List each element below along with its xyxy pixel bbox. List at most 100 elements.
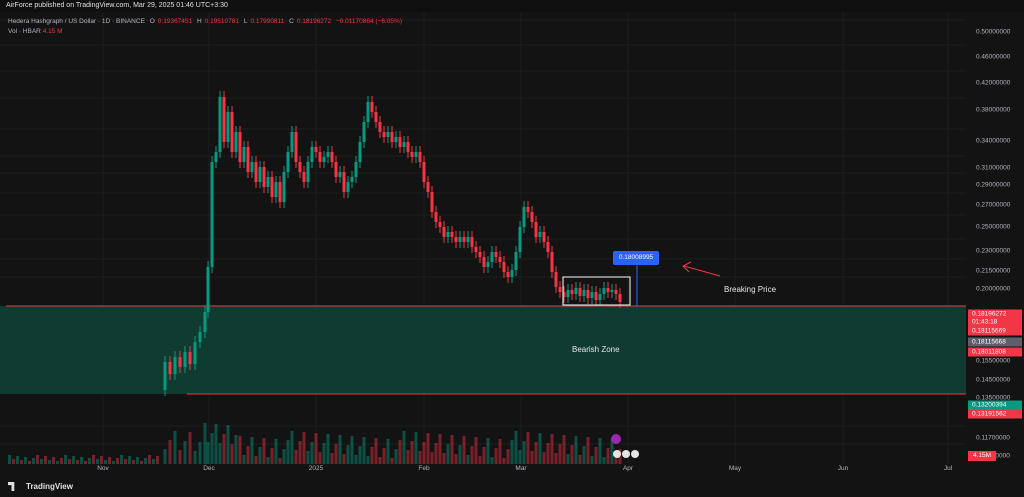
candlesticks	[163, 91, 622, 396]
volume-bar	[542, 452, 546, 464]
tradingview-logo[interactable]: TradingView	[8, 482, 73, 491]
candle-body	[542, 232, 546, 242]
volume-bar	[266, 457, 270, 464]
price-callout[interactable]: 0.18008995	[613, 251, 659, 265]
volume-bar	[466, 455, 470, 464]
volume-bar	[446, 444, 450, 464]
volume-bar	[386, 439, 390, 464]
volume-bar	[310, 442, 314, 464]
high-label: H	[196, 18, 202, 25]
price-axis-tag: 0.13200394	[968, 400, 1022, 410]
close-value: 0.18196272	[296, 18, 332, 25]
arrow-annotation[interactable]	[682, 261, 721, 277]
breaking-price-label: Breaking Price	[724, 285, 777, 294]
volume-bar	[518, 450, 522, 464]
volume-bar	[210, 433, 214, 464]
candle-body	[406, 142, 410, 152]
volume-bar	[482, 447, 486, 464]
volume-bar	[398, 440, 402, 464]
volume-bar	[112, 461, 115, 464]
time-axis-label: Jun	[837, 465, 849, 472]
candle-body	[574, 288, 578, 294]
volume-bar	[144, 458, 147, 464]
change-value: −0.01170864 (−6.05%)	[335, 18, 402, 25]
event-icons[interactable]	[611, 434, 639, 458]
volume-bar	[614, 458, 618, 464]
volume-bar	[394, 449, 398, 464]
volume-bar	[206, 442, 210, 464]
volume-bar	[450, 435, 454, 464]
candle-body	[354, 162, 358, 177]
open-label: O	[149, 18, 155, 25]
candle-body	[510, 270, 514, 277]
volume-bar	[486, 438, 490, 464]
consolidation-box[interactable]	[562, 276, 631, 306]
volume-bar	[414, 432, 418, 464]
volume-bar	[438, 434, 442, 464]
candle-body	[226, 112, 230, 142]
volume-bar	[104, 460, 107, 464]
volume-bar	[84, 461, 87, 464]
time-axis-label: Feb	[418, 465, 430, 472]
price-axis[interactable]: 0.50000000 0.46000000 0.42000000 0.38000000…	[966, 12, 1024, 464]
volume-bar	[362, 437, 366, 464]
candle-body	[490, 252, 494, 262]
volume-bar	[218, 443, 222, 464]
volume-bar	[156, 456, 159, 464]
price-chart[interactable]	[0, 12, 966, 464]
footer-bar	[0, 478, 1024, 497]
time-axis-label: Nov	[97, 465, 109, 472]
volume-bar	[44, 456, 47, 464]
volume-bar	[462, 436, 466, 464]
candle-body	[310, 147, 314, 162]
candle-body	[514, 252, 518, 270]
volume-bar	[222, 434, 226, 464]
candle-body	[378, 122, 382, 132]
close-label: C	[289, 18, 294, 25]
candle-body	[366, 102, 370, 122]
price-axis-label: 0.14500000	[976, 376, 1011, 384]
volume-bar	[56, 461, 59, 464]
candle-body	[168, 362, 172, 374]
volume-bar	[374, 438, 378, 464]
volume-bar	[574, 436, 578, 464]
volume-bar	[132, 460, 135, 464]
candle-body	[290, 132, 294, 152]
time-axis[interactable]: Nov Dec 2025 Feb Mar Apr May Jun Jul	[0, 464, 966, 478]
candle-body	[178, 357, 182, 367]
volume-bar	[178, 450, 182, 464]
time-axis-label: 2025	[308, 465, 324, 472]
volume-bar	[20, 460, 23, 464]
candle-body	[374, 112, 378, 122]
volume-bar	[173, 431, 177, 464]
candle-body	[286, 152, 290, 172]
volume-bar	[140, 461, 143, 464]
candle-body	[550, 252, 554, 272]
candle-body	[306, 162, 310, 182]
candle-body	[538, 232, 542, 237]
volume-row: Vol · HBAR 4.15 M	[8, 27, 405, 37]
volume-bar	[226, 425, 230, 464]
volume-bar	[550, 434, 554, 464]
volume-bar	[40, 459, 43, 464]
volume-bar	[534, 442, 538, 464]
candle-body	[326, 152, 330, 157]
volume-bar	[120, 455, 123, 464]
volume-bar	[254, 456, 258, 464]
candle-body	[522, 207, 526, 227]
volume-bar	[286, 440, 290, 464]
candle-body	[222, 97, 226, 142]
volume-label[interactable]: Vol · HBAR	[8, 28, 41, 35]
volume-bar	[470, 446, 474, 464]
chart-frame	[0, 12, 1024, 497]
volume-bar	[198, 442, 202, 464]
price-axis-label: 0.23000000	[976, 247, 1011, 255]
candle-body	[614, 290, 618, 294]
volume-bars	[8, 423, 622, 464]
symbol-name[interactable]: Hedera Hashgraph / US Dollar · 1D · BINA…	[8, 18, 145, 25]
volume-bar	[290, 431, 294, 464]
candle-body	[594, 292, 598, 300]
volume-bar	[282, 449, 286, 464]
volume-bar	[12, 459, 15, 464]
candle-body	[438, 222, 442, 227]
